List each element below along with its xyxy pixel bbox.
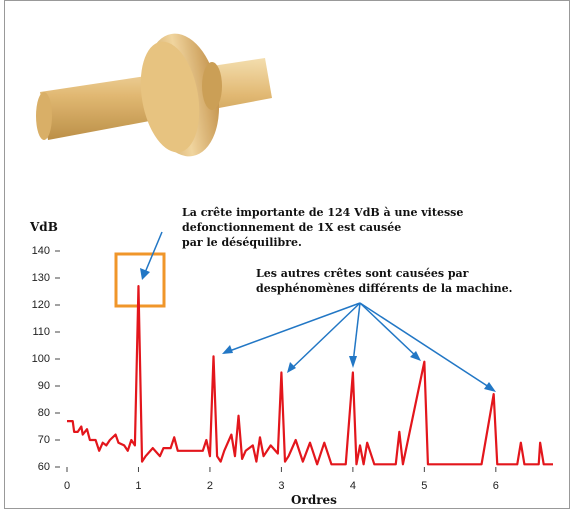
y-tick-label: 70: [38, 434, 50, 446]
annotation-line: La crête importante de 124 VdB à une vit…: [182, 206, 463, 219]
y-tick-label: 90: [38, 380, 50, 392]
page: VdB Ordres La crête importante de 124 Vd…: [0, 0, 574, 509]
x-tick-label: 2: [207, 480, 213, 492]
highlight-box: [116, 254, 164, 306]
annotation-line: desphénomènes différents de la machine.: [256, 282, 512, 295]
y-tick-label: 100: [32, 353, 50, 365]
x-tick-label: 1: [135, 480, 141, 492]
arrows: [144, 232, 492, 389]
y-tick-label: 110: [32, 326, 50, 338]
x-tick-label: 4: [350, 480, 356, 492]
y-tick-label: 120: [32, 299, 50, 311]
annotation: La crête importante de 124 VdB à une vit…: [182, 206, 463, 249]
shaft-illustration: [36, 28, 272, 163]
annotation-line: par le déséquilibre.: [182, 236, 302, 249]
y-tick-label: 80: [38, 407, 50, 419]
annotation: Les autres crêtes sont causées par desphé…: [256, 267, 512, 295]
annotation-line: defonctionnement de 1X est causée: [182, 221, 401, 234]
x-axis-label: Ordres: [291, 493, 337, 507]
x-tick-label: 6: [493, 480, 499, 492]
x-tick-label: 3: [278, 480, 284, 492]
x-tick-label: 0: [64, 480, 70, 492]
y-tick-label: 60: [38, 461, 50, 473]
y-tick-label: 130: [32, 272, 50, 284]
frame: [5, 1, 570, 509]
data-line: [67, 286, 553, 464]
x-tick-label: 5: [421, 480, 427, 492]
y-axis-label: VdB: [29, 220, 58, 234]
y-tick-label: 140: [32, 245, 50, 257]
annotation-line: Les autres crêtes sont causées par: [256, 267, 469, 280]
